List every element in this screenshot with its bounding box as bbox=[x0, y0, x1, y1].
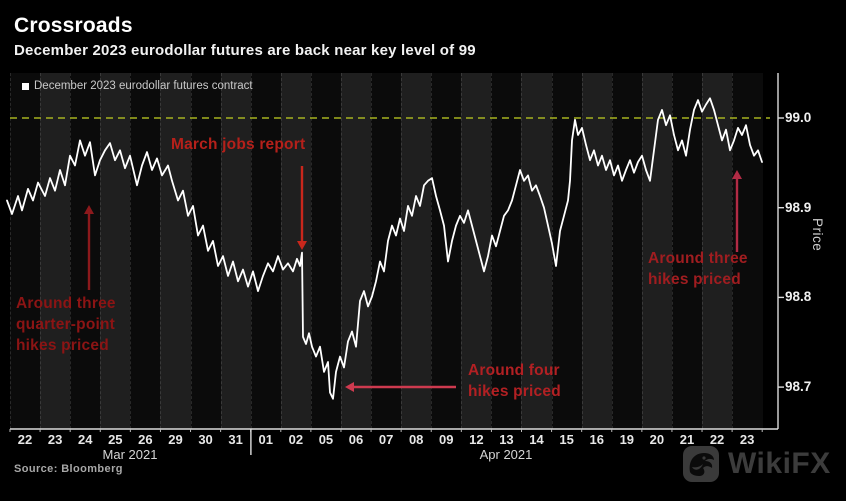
x-tick-label-11: 06 bbox=[348, 432, 364, 447]
three-quarter-point-hikes-text-line: quarter-point bbox=[16, 316, 116, 333]
day-column-21 bbox=[671, 73, 703, 429]
x-tick-label-17: 14 bbox=[529, 432, 544, 447]
x-tick-label-0: 22 bbox=[17, 432, 33, 447]
x-tick-label-6: 30 bbox=[198, 432, 213, 447]
day-column-14 bbox=[521, 73, 553, 429]
x-tick-label-4: 26 bbox=[138, 432, 153, 447]
day-column-13 bbox=[491, 73, 523, 429]
x-tick-label-5: 29 bbox=[168, 432, 183, 447]
wikifx-eagle-icon bbox=[683, 446, 719, 482]
day-column-19 bbox=[611, 73, 643, 429]
day-column-22 bbox=[702, 73, 734, 429]
x-tick-label-7: 31 bbox=[228, 432, 243, 447]
x-tick-label-20: 19 bbox=[619, 432, 635, 447]
day-column-30 bbox=[190, 73, 222, 429]
x-tick-label-21: 20 bbox=[649, 432, 665, 447]
x-tick-label-16: 13 bbox=[499, 432, 514, 447]
day-column-22 bbox=[10, 73, 42, 429]
day-column-23 bbox=[40, 73, 72, 429]
month-label-mar: Mar 2021 bbox=[102, 447, 158, 462]
x-tick-label-23: 22 bbox=[709, 432, 725, 447]
x-tick-label-8: 01 bbox=[258, 432, 273, 447]
x-tick-label-2: 24 bbox=[77, 432, 93, 447]
day-column-20 bbox=[641, 73, 673, 429]
y-axis-title: Price bbox=[810, 218, 825, 252]
day-column-24 bbox=[70, 73, 102, 429]
march-jobs-report-text-line: March jobs report bbox=[171, 136, 306, 153]
x-tick-label-24: 23 bbox=[739, 432, 755, 447]
legend-label: December 2023 eurodollar futures contrac… bbox=[34, 80, 253, 92]
month-label-apr: Apr 2021 bbox=[479, 447, 533, 462]
watermark-text: WikiFX bbox=[728, 447, 831, 480]
three-hikes-arrowhead bbox=[732, 170, 742, 179]
x-tick-label-22: 21 bbox=[679, 432, 695, 447]
day-column-08 bbox=[401, 73, 433, 429]
x-tick-label-9: 02 bbox=[288, 432, 304, 447]
march-jobs-report-arrowhead bbox=[297, 241, 307, 250]
price-line bbox=[6, 97, 763, 400]
day-column-25 bbox=[100, 73, 132, 429]
three-quarter-point-hikes-text-line: Around three bbox=[16, 295, 116, 312]
day-column-01 bbox=[250, 73, 282, 429]
four-hikes-arrowhead bbox=[345, 382, 354, 392]
x-tick-label-12: 07 bbox=[378, 432, 394, 447]
x-tick-label-10: 05 bbox=[318, 432, 334, 447]
three-hikes-text-line: hikes priced bbox=[648, 271, 741, 288]
day-column-02 bbox=[280, 73, 312, 429]
y-tick-label-99.0: 99.0 bbox=[785, 110, 812, 125]
y-tick-label-98.8: 98.8 bbox=[785, 289, 812, 305]
day-column-29 bbox=[160, 73, 192, 429]
four-hikes-annotation: Around four hikes priced bbox=[468, 360, 561, 402]
day-column-31 bbox=[220, 73, 252, 429]
day-column-16 bbox=[581, 73, 613, 429]
watermark: WikiFX bbox=[682, 445, 831, 483]
legend-swatch-icon bbox=[22, 82, 29, 90]
x-tick-label-1: 23 bbox=[47, 432, 63, 447]
day-column-12 bbox=[461, 73, 493, 429]
three-quarter-point-hikes-annotation: Around three quarter-point hikes priced bbox=[16, 293, 116, 356]
chart-title: Crossroads bbox=[14, 14, 133, 37]
x-tick-label-15: 12 bbox=[469, 432, 484, 447]
three-hikes-annotation: Around three hikes priced bbox=[648, 248, 748, 290]
x-tick-label-18: 15 bbox=[559, 432, 574, 447]
three-quarter-point-hikes-text-line: hikes priced bbox=[16, 337, 109, 354]
day-column-26 bbox=[130, 73, 162, 429]
march-jobs-report-annotation: March jobs report bbox=[171, 134, 305, 155]
x-tick-label-19: 16 bbox=[589, 432, 604, 447]
legend: December 2023 eurodollar futures contrac… bbox=[22, 80, 253, 92]
y-tick-label-98.9: 98.9 bbox=[785, 199, 812, 215]
y-tick-label-98.7: 98.7 bbox=[785, 379, 812, 395]
three-hikes-text-line: Around three bbox=[648, 250, 748, 267]
four-hikes-text-line: Around four bbox=[468, 362, 560, 379]
source-credit: Source: Bloomberg bbox=[14, 463, 123, 475]
three-quarter-point-hikes-arrowhead bbox=[84, 205, 94, 214]
x-tick-label-13: 08 bbox=[408, 432, 424, 447]
day-column-06 bbox=[340, 73, 373, 429]
x-tick-label-3: 25 bbox=[108, 432, 123, 447]
four-hikes-text-line: hikes priced bbox=[468, 383, 561, 400]
x-tick-label-14: 09 bbox=[439, 432, 454, 447]
chart-subtitle: December 2023 eurodollar futures are bac… bbox=[14, 42, 476, 59]
